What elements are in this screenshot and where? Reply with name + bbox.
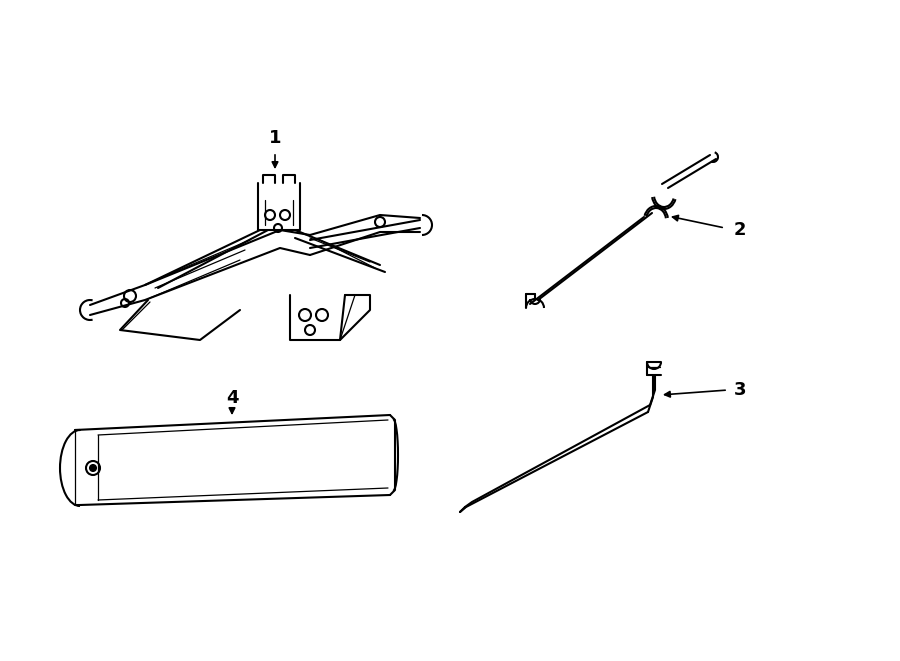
Text: 2: 2	[734, 221, 746, 239]
Circle shape	[90, 465, 96, 471]
Text: 1: 1	[269, 129, 281, 147]
Text: 4: 4	[226, 389, 239, 407]
Text: 3: 3	[734, 381, 746, 399]
